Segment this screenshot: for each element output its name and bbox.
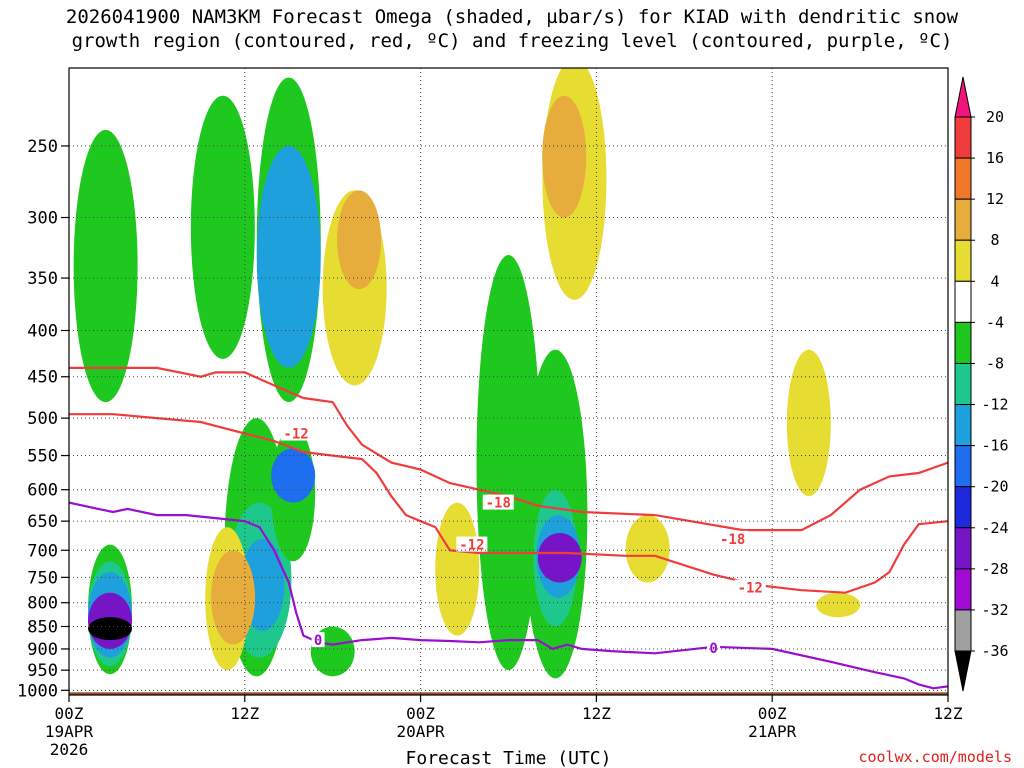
x-tick-label-60: 12Z [934, 704, 963, 723]
colorbar-box-7 [954, 404, 972, 447]
omega-region-15 [476, 254, 541, 671]
contour-label-bg-5 [311, 632, 325, 648]
contour-label-4: -12 [738, 581, 763, 597]
colorbar-label-2: 12 [986, 190, 1004, 208]
x-date-label-48: 21APR [748, 722, 797, 741]
contour-label-2: -18 [720, 532, 745, 548]
omega-region-11 [256, 145, 321, 368]
plot-frame [68, 67, 949, 696]
contour-line-0 [69, 366, 948, 532]
y-tick-label-350: 350 [27, 269, 58, 289]
y-tick-label-850: 850 [27, 617, 58, 637]
omega-region-13 [271, 448, 316, 503]
y-tick-label-250: 250 [27, 137, 58, 157]
x-tick-label-48: 00Z [758, 704, 787, 723]
y-tick-label-800: 800 [27, 594, 58, 614]
y-tick-label-550: 550 [27, 447, 58, 467]
colorbar-label-12: -32 [981, 601, 1008, 619]
colorbar-box-11 [954, 568, 972, 611]
colorbar-box-6 [954, 362, 972, 406]
contour-line-1 [69, 413, 948, 594]
colorbar-box-1 [954, 157, 972, 200]
colorbar-bottom-arrow [954, 650, 972, 692]
omega-region-23 [542, 95, 587, 218]
omega-region-24 [435, 502, 480, 636]
colorbar-box-3 [954, 239, 972, 282]
y-tick-label-950: 950 [27, 661, 58, 681]
x-date-label-24: 20APR [397, 722, 446, 741]
x-tick-label-36: 12Z [582, 704, 611, 723]
omega-region-19 [537, 533, 582, 583]
ground-surface [69, 692, 948, 695]
y-tick-label-500: 500 [27, 409, 58, 429]
contour-label-1: -18 [486, 496, 511, 512]
y-tick-label-750: 750 [27, 568, 58, 588]
contour-label-bg-3 [456, 536, 488, 552]
colorbar-label-3: 8 [990, 231, 999, 249]
x-tick-label-24: 00Z [406, 704, 435, 723]
y-tick-label-650: 650 [27, 512, 58, 532]
y-tick-label-700: 700 [27, 541, 58, 561]
y-tick-label-600: 600 [27, 481, 58, 501]
y-tick-label-900: 900 [27, 640, 58, 660]
colorbar-box-12 [954, 609, 972, 652]
omega-region-21 [337, 190, 382, 290]
colorbar-label-10: -24 [981, 519, 1008, 537]
chart-title-line2: growth region (contoured, red, ºC) and f… [71, 30, 953, 52]
chart-title-line1: 2026041900 NAM3KM Forecast Omega (shaded… [65, 6, 959, 28]
y-tick-label-1000: 1000 [17, 681, 58, 701]
colorbar-label-13: -36 [981, 642, 1008, 660]
omega-region-27 [786, 349, 831, 497]
colorbar-label-0: 20 [986, 108, 1004, 126]
contour-label-bg-6 [707, 640, 721, 656]
colorbar-label-4: 4 [990, 272, 999, 290]
colorbar-label-9: -20 [981, 478, 1008, 496]
x-tick-label-0: 00Z [55, 704, 84, 723]
contour-label-3: -12 [459, 538, 484, 554]
colorbar-label-11: -28 [981, 560, 1008, 578]
omega-region-0 [73, 129, 138, 403]
colorbar-box-4 [954, 280, 972, 323]
colorbar-label-1: 16 [986, 149, 1004, 167]
colorbar-label-5: -4 [986, 313, 1004, 331]
omega-region-26 [211, 550, 256, 645]
contour-label-bg-1 [482, 494, 514, 510]
omega-region-28 [816, 592, 861, 618]
contour-label-5: 0 [314, 633, 322, 649]
contour-label-bg-0 [280, 425, 312, 441]
omega-region-6 [190, 95, 255, 359]
omega-shading: -12-18-18-12-120 0 [69, 68, 948, 695]
y-tick-label-400: 400 [27, 321, 58, 341]
omega-region-29 [625, 515, 670, 583]
colorbar-box-5 [954, 321, 972, 364]
colorbar-box-8 [954, 445, 972, 488]
plot-area: -12-18-18-12-120 0 [68, 68, 949, 695]
colorbar-box-0 [954, 116, 972, 159]
colorbar-box-10 [954, 527, 972, 570]
colorbar-label-7: -12 [981, 396, 1008, 414]
x-date-label-0: 19APR [45, 722, 94, 741]
axes: 250 300 350 400 450 500 550 600 650 700 750 800 850 9… [17, 67, 963, 768]
colorbar-box-2 [954, 198, 972, 241]
omega-region-5 [88, 617, 133, 641]
contour-label-bg-4 [734, 579, 766, 595]
y-tick-label-300: 300 [27, 209, 58, 229]
y-tick-label-450: 450 [27, 368, 58, 388]
x-year-label-0: 2026 [50, 740, 89, 759]
x-axis-label: Forecast Time (UTC) [406, 748, 612, 768]
x-tick-label-12: 12Z [230, 704, 259, 723]
colorbar-box-9 [954, 486, 972, 529]
colorbar-label-8: -16 [981, 437, 1008, 455]
colorbar-label-6: -8 [986, 354, 1004, 372]
credit-text[interactable]: coolwx.com/models [858, 748, 1012, 766]
contour-label-bg-2 [717, 530, 749, 546]
colorbar: 20 16 12 8 4 -4 -8 -12 -16 -20 -24 -28 -32 -36 [954, 76, 1009, 692]
contour-label-0: -12 [283, 427, 308, 443]
colorbar-top-arrow [954, 76, 972, 118]
